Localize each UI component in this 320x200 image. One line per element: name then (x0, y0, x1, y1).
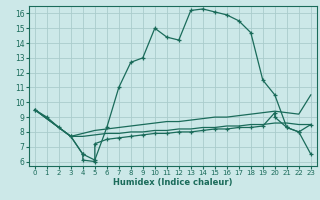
X-axis label: Humidex (Indice chaleur): Humidex (Indice chaleur) (113, 178, 233, 187)
